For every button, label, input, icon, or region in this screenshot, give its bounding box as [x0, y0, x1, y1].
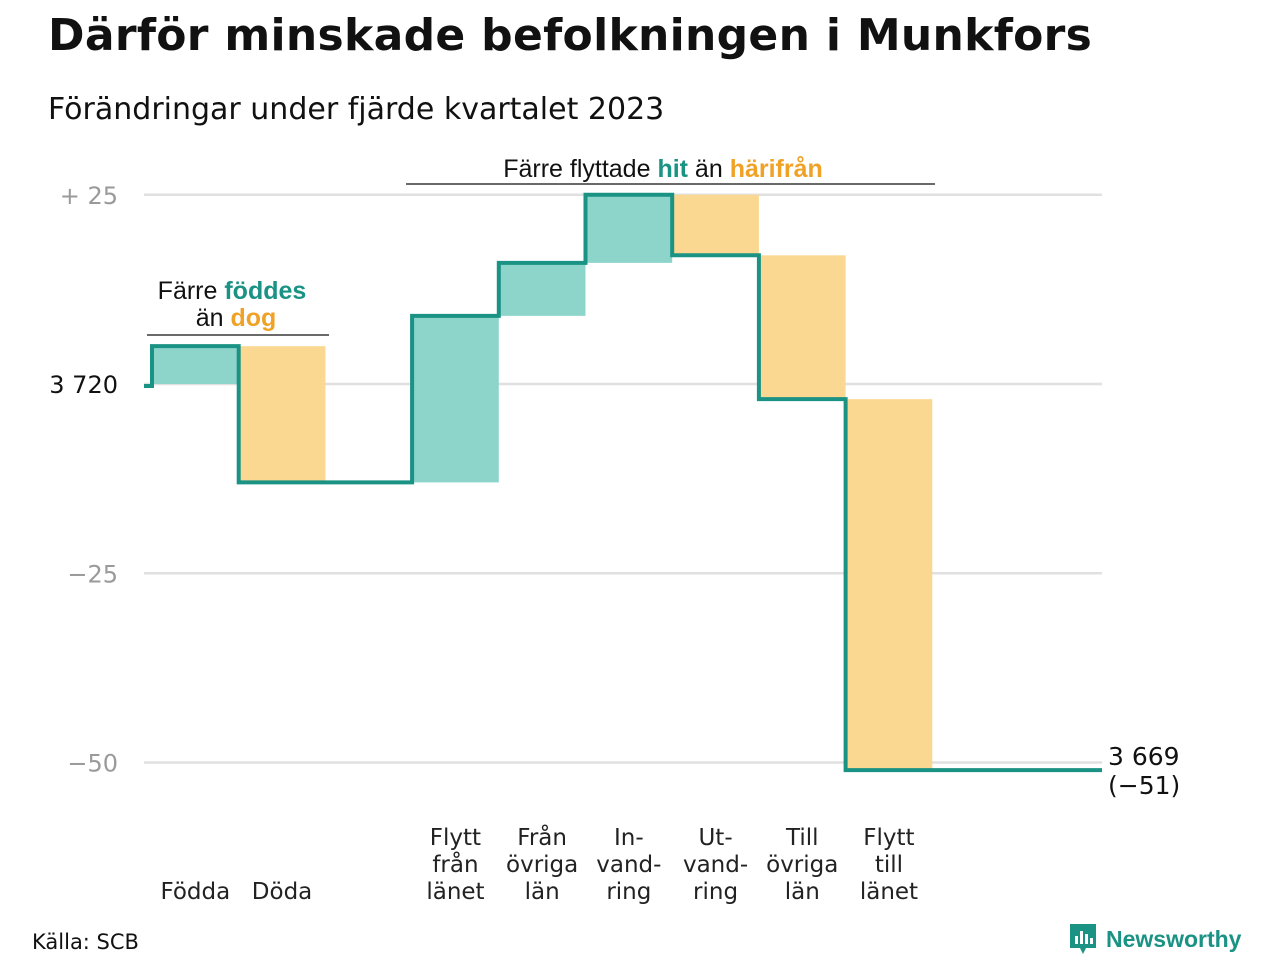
births-annotation-line1: Färre föddes	[158, 277, 307, 305]
waterfall-bar	[412, 315, 499, 483]
y-tick-label: −50	[67, 750, 118, 778]
start-value-label: 3 720	[49, 371, 118, 399]
category-label: län	[525, 879, 560, 905]
annotation-text: än	[196, 304, 231, 332]
waterfall-bar	[152, 346, 239, 384]
logo-text: Newsworthy	[1106, 925, 1242, 952]
migration-annotation: Färre flyttade hit än härifrån	[503, 155, 823, 183]
category-label: Flytt	[430, 825, 481, 851]
category-label: län	[785, 879, 820, 905]
category-label: från	[432, 850, 478, 878]
category-label: ring	[606, 879, 651, 905]
newsworthy-logo-icon	[1070, 924, 1096, 954]
category-label: länet	[860, 879, 918, 905]
category-label: vand-	[683, 852, 748, 878]
category-label: Flytt	[863, 825, 914, 851]
annotation-highlight-out: härifrån	[730, 155, 823, 183]
category-label: ring	[693, 879, 738, 905]
births-annotation-line2: än dog	[196, 304, 277, 332]
waterfall-bar	[498, 262, 586, 316]
chart-title: Därför minskade befolkningen i Munkfors	[48, 10, 1093, 61]
end-change-label: (−51)	[1108, 771, 1180, 800]
category-label: länet	[426, 879, 484, 905]
category-label: övriga	[506, 852, 578, 878]
category-label: övriga	[766, 852, 838, 878]
y-tick-label: −25	[67, 560, 118, 588]
annotation-text: än	[688, 155, 730, 183]
category-label: In-	[614, 825, 644, 851]
category-label: vand-	[596, 852, 661, 878]
annotation-highlight-died: dog	[230, 304, 276, 332]
annotation-highlight-in: hit	[657, 155, 688, 183]
end-value-label: 3 669	[1108, 742, 1180, 771]
waterfall-bar	[672, 194, 759, 256]
waterfall-bar	[585, 194, 673, 263]
y-tick-label: + 25	[60, 182, 118, 210]
chart-subtitle: Förändringar under fjärde kvartalet 2023	[48, 92, 665, 127]
cumulative-step-line	[144, 192, 1102, 773]
waterfall-bar	[758, 255, 846, 400]
source-note: Källa: SCB	[32, 930, 139, 954]
annotation-text: Färre	[158, 277, 225, 305]
waterfall-bar	[845, 399, 933, 771]
category-label: Till	[785, 825, 819, 851]
annotation-highlight-born: föddes	[224, 277, 306, 305]
annotation-text: Färre flyttade	[503, 155, 657, 183]
category-label: Från	[517, 823, 567, 851]
category-label: Födda	[160, 879, 230, 905]
newsworthy-logo[interactable]: Newsworthy	[1068, 922, 1241, 956]
waterfall-bar	[238, 346, 326, 483]
category-label: till	[875, 852, 903, 878]
category-label: Döda	[252, 879, 312, 905]
category-label: Ut-	[698, 825, 732, 851]
